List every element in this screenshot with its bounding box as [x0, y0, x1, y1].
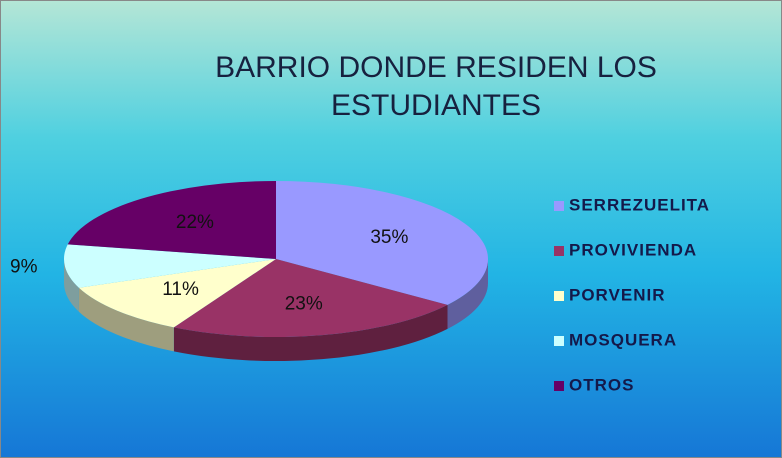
chart-title: BARRIO DONDE RESIDEN LOS ESTUDIANTES — [215, 51, 657, 122]
legend-label: PORVENIR — [569, 285, 666, 304]
legend-swatch — [554, 201, 564, 211]
legend-label: SERREZUELITA — [569, 195, 710, 214]
slice — [276, 181, 489, 305]
slice-side — [447, 259, 488, 329]
legend-swatch — [554, 381, 564, 391]
legend-label: MOSQUERA — [569, 330, 677, 349]
slice — [78, 259, 276, 328]
data-label: 11% — [162, 279, 199, 300]
slice-side — [173, 304, 448, 362]
slice-side — [78, 287, 174, 352]
legend-swatch — [554, 291, 564, 301]
data-label: 9% — [10, 256, 38, 277]
legend-swatch — [554, 336, 564, 346]
slice — [67, 181, 277, 259]
legend-swatch — [554, 246, 564, 256]
data-label: 23% — [285, 294, 323, 315]
data-label: 35% — [370, 227, 408, 248]
legend-label: OTROS — [569, 375, 634, 394]
slice — [173, 259, 448, 338]
data-label: 22% — [176, 212, 214, 233]
slice — [63, 244, 276, 288]
slice-side — [64, 259, 79, 312]
legend-label: PROVIVIENDA — [569, 240, 697, 259]
